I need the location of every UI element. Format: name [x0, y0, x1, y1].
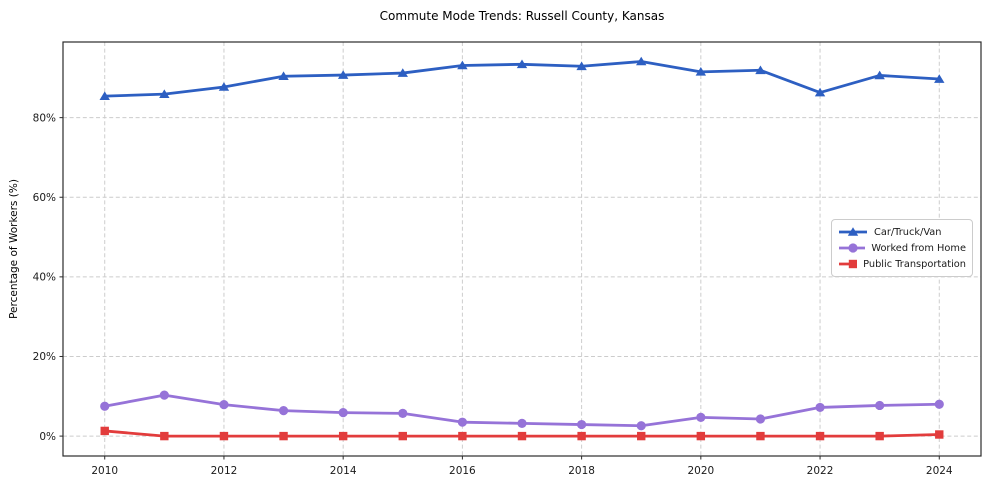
- data-point-public-transportation: [160, 431, 169, 441]
- data-point-car-truck-van: [636, 56, 647, 66]
- data-point-public-transportation: [875, 431, 884, 441]
- legend-label: Car/Truck/Van: [874, 226, 942, 238]
- data-point-worked-from-home: [100, 401, 110, 411]
- legend-entry-worked-from-home: Worked from Home: [838, 242, 966, 254]
- data-point-public-transportation: [935, 430, 944, 439]
- x-tick-label: 2014: [330, 465, 357, 477]
- chart-legend: Car/Truck/Van Worked from Home Public Tran…: [831, 219, 973, 277]
- data-point-worked-from-home: [338, 408, 348, 418]
- y-tick-label: 0%: [39, 431, 56, 443]
- legend-label: Worked from Home: [871, 242, 966, 254]
- data-point-car-truck-van: [516, 59, 528, 69]
- data-point-worked-from-home: [577, 419, 587, 430]
- triangle-marker-icon: [839, 227, 867, 236]
- data-point-public-transportation: [577, 431, 586, 441]
- x-tick-label: 2016: [449, 465, 476, 477]
- data-point-car-truck-van: [576, 61, 587, 71]
- data-point-car-truck-van: [278, 71, 289, 81]
- y-tick-label: 80%: [33, 112, 56, 124]
- data-point-worked-from-home: [815, 402, 825, 413]
- data-point-car-truck-van: [99, 91, 110, 100]
- data-point-public-transportation: [517, 431, 527, 441]
- x-tick-label: 2012: [211, 465, 238, 477]
- data-point-car-truck-van: [218, 82, 230, 91]
- x-tick-label: 2024: [926, 465, 953, 477]
- data-point-worked-from-home: [159, 390, 169, 400]
- legend-entry-car-truck-van: Car/Truck/Van: [838, 226, 966, 238]
- data-point-car-truck-van: [695, 67, 707, 76]
- data-point-car-truck-van: [337, 70, 349, 79]
- data-point-worked-from-home: [875, 400, 885, 411]
- data-point-car-truck-van: [755, 65, 766, 75]
- legend-marker-sample: [847, 227, 859, 236]
- chart-title: Commute Mode Trends: Russell County, Kan…: [379, 9, 665, 23]
- circle-marker-icon: [839, 243, 866, 253]
- data-point-car-truck-van: [874, 70, 885, 80]
- data-point-car-truck-van: [934, 74, 945, 83]
- data-point-public-transportation: [458, 431, 467, 441]
- x-tick-label: 2018: [568, 465, 595, 477]
- data-point-worked-from-home: [517, 418, 527, 428]
- data-point-public-transportation: [398, 431, 407, 441]
- data-point-public-transportation: [279, 431, 288, 441]
- data-point-public-transportation: [219, 431, 229, 441]
- data-point-worked-from-home: [219, 400, 229, 410]
- data-point-public-transportation: [815, 431, 825, 441]
- y-tick-label: 20%: [33, 351, 56, 363]
- data-point-public-transportation: [756, 431, 765, 441]
- data-point-public-transportation: [338, 431, 348, 441]
- y-tick-label: 60%: [33, 192, 56, 204]
- data-point-worked-from-home: [636, 421, 646, 431]
- legend-label: Public Transportation: [863, 258, 966, 270]
- data-point-car-truck-van: [814, 87, 826, 97]
- data-point-worked-from-home: [755, 414, 766, 424]
- plot-border: [62, 41, 982, 457]
- data-point-car-truck-van: [457, 60, 468, 70]
- x-tick-label: 2022: [807, 465, 834, 477]
- y-tick-label: 40%: [33, 272, 56, 284]
- legend-entry-public-transportation: Public Transportation: [838, 258, 966, 270]
- square-marker-icon: [839, 259, 858, 269]
- data-point-worked-from-home: [696, 412, 706, 422]
- data-point-worked-from-home: [934, 399, 944, 409]
- x-tick-label: 2010: [91, 465, 118, 477]
- data-point-car-truck-van: [397, 68, 408, 77]
- data-point-car-truck-van: [159, 89, 170, 98]
- data-point-public-transportation: [637, 431, 646, 441]
- legend-marker-sample: [848, 259, 858, 269]
- data-point-worked-from-home: [457, 417, 467, 427]
- legend-marker-sample: [848, 243, 858, 253]
- x-tick-label: 2020: [687, 465, 714, 477]
- data-point-worked-from-home: [398, 408, 408, 419]
- data-point-worked-from-home: [278, 406, 289, 416]
- data-point-public-transportation: [696, 431, 706, 441]
- data-point-public-transportation: [100, 426, 109, 436]
